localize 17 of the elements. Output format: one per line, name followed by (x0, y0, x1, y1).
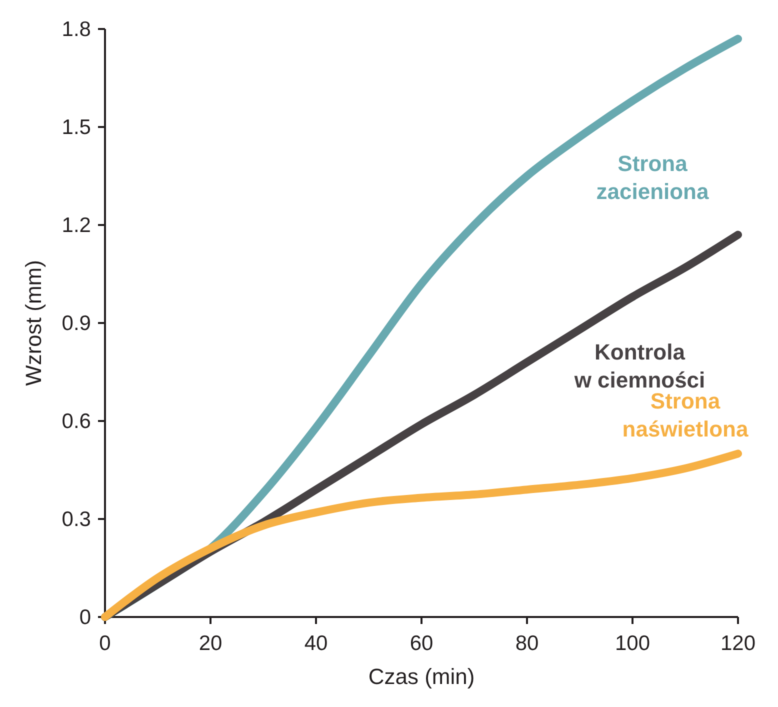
x-tick-label: 0 (99, 632, 111, 655)
y-axis-title: Wzrost (mm) (21, 260, 46, 386)
x-tick-label: 80 (515, 632, 539, 655)
x-tick-label: 60 (410, 632, 434, 655)
y-tick-label: 1.5 (62, 116, 91, 139)
y-tick-label: 0.3 (62, 508, 91, 531)
y-tick-label: 1.8 (62, 18, 91, 41)
y-tick-label: 0.9 (62, 312, 91, 335)
x-tick-label: 20 (198, 632, 222, 655)
x-tick-label: 40 (304, 632, 328, 655)
x-axis-title: Czas (min) (368, 664, 475, 689)
x-tick-label: 100 (614, 632, 650, 655)
y-tick-label: 0 (79, 606, 91, 629)
series-label: Strona zacieniona (596, 150, 710, 204)
y-tick-label: 1.2 (62, 214, 91, 237)
y-tick-label: 0.6 (62, 410, 91, 433)
x-tick-label: 120 (720, 632, 756, 655)
